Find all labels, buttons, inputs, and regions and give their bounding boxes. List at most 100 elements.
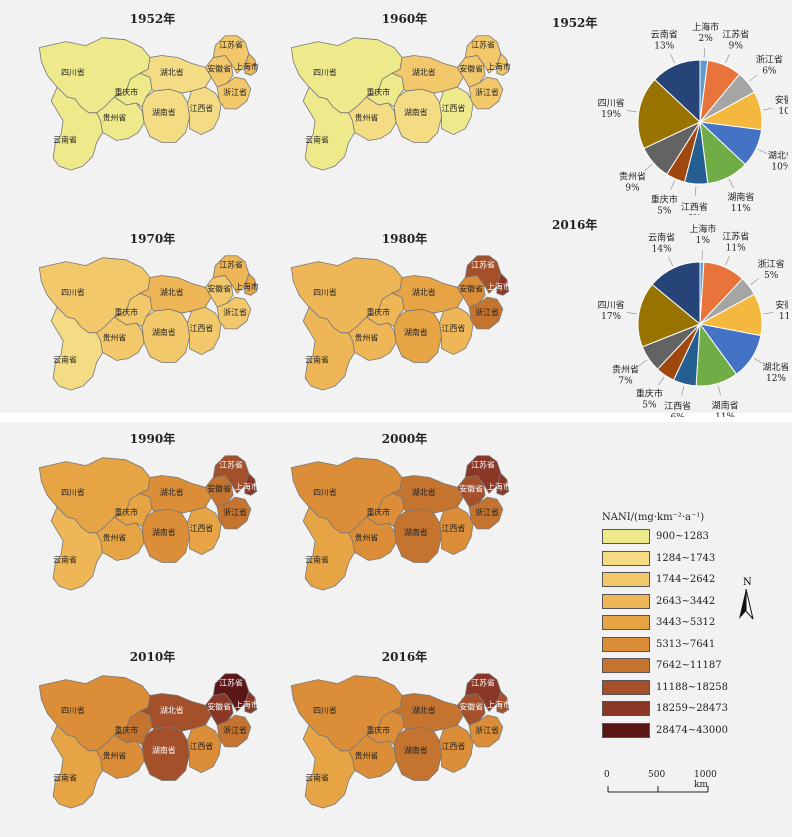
province-label-hunan: 湖南省 (404, 327, 428, 337)
pie-percent-label: 10% (771, 162, 788, 172)
pie-leader-line (749, 74, 758, 82)
legend-swatch (602, 550, 650, 566)
province-label-chongqing: 重庆市 (114, 87, 138, 97)
pie-leader-line (757, 148, 768, 154)
province-label-chongqing: 重庆市 (114, 307, 138, 317)
legend-label: 18259~28473 (656, 703, 729, 714)
pie-leader-line (763, 312, 774, 315)
legend-label: 28474~43000 (656, 724, 729, 736)
province-label-chongqing: 重庆市 (366, 307, 390, 317)
province-shanghai (244, 272, 258, 296)
province-label-sichuan: 四川省 (61, 705, 85, 715)
province-label-jiangsu: 江苏省 (219, 40, 243, 50)
pie-category-label: 江西省 (681, 201, 708, 213)
pie-category-label: 上海市 (689, 223, 716, 235)
province-jiangxi (187, 86, 222, 136)
province-label-yunnan: 云南省 (305, 134, 329, 144)
pie-leader-line (725, 255, 730, 266)
province-label-zhejiang: 浙江省 (223, 87, 247, 97)
pie-leader-line (638, 359, 648, 366)
province-label-sichuan: 四川省 (61, 487, 85, 497)
map-title: 1980年 (381, 232, 428, 246)
province-label-shanghai: 上海市 (487, 281, 511, 291)
pie-category-label: 湖南省 (712, 399, 739, 411)
province-label-anhui: 安徽省 (459, 283, 483, 293)
province-yunnan (50, 306, 104, 391)
province-label-zhejiang: 浙江省 (223, 307, 247, 317)
province-label-hunan: 湖南省 (152, 527, 176, 537)
province-label-zhejiang: 浙江省 (475, 87, 499, 97)
pie-category-label: 江西省 (664, 400, 691, 412)
map-title: 2000年 (381, 432, 428, 446)
map-title: 1960年 (381, 12, 428, 26)
legend-swatch (602, 615, 650, 630)
pie-category-label: 云南省 (651, 28, 678, 40)
pie-percent-label: 5% (642, 400, 657, 410)
pie-category-label: 浙江省 (756, 54, 783, 66)
map-panel-2010年: 2010年 四川省 云南省 贵州省 重庆市 湖南省 湖北省 江西省 安徽省 浙江省 江苏省 上海市 (30, 650, 275, 820)
legend-label: 5313~7641 (656, 638, 716, 650)
province-jiangxi (439, 86, 474, 136)
province-yunnan (50, 506, 104, 591)
province-yunnan (302, 86, 356, 171)
province-shanghai (496, 472, 510, 496)
pie-percent-label: 11% (715, 412, 735, 417)
province-label-anhui: 安徽省 (207, 483, 231, 493)
province-label-guizhou: 贵州省 (355, 113, 379, 123)
province-label-jiangsu: 江苏省 (471, 460, 495, 470)
legend-item: 5313~7641 (602, 636, 782, 652)
legend-label: 3443~5312 (656, 617, 716, 628)
legend-label: 900~1283 (656, 531, 709, 542)
legend-label: 1744~2642 (656, 574, 716, 585)
province-zhejiang (468, 296, 504, 330)
map-title: 2016年 (381, 650, 428, 664)
province-shanghai (244, 472, 258, 496)
province-yunnan (302, 506, 356, 591)
pie-leader-line (668, 256, 674, 267)
pie-percent-label: 11% (731, 204, 751, 214)
pie-leader-line (670, 53, 675, 64)
pie-leader-line (670, 180, 675, 191)
province-label-hunan: 湖南省 (404, 745, 428, 755)
legend-item: 1284~1743 (602, 550, 782, 566)
province-hubei (139, 55, 212, 94)
province-label-jiangxi: 江西省 (442, 103, 466, 113)
province-label-jiangsu: 江苏省 (471, 40, 495, 50)
province-zhejiang (216, 76, 252, 110)
map-title: 1990年 (129, 432, 176, 446)
province-label-shanghai: 上海市 (235, 281, 259, 291)
legend-label: 2643~3442 (656, 595, 716, 607)
province-label-yunnan: 云南省 (53, 354, 77, 364)
province-zhejiang (216, 714, 252, 748)
province-label-chongqing: 重庆市 (114, 725, 138, 735)
province-label-hubei: 湖北省 (160, 487, 184, 497)
pie-percent-label: 11% (726, 243, 746, 253)
province-label-hunan: 湖南省 (152, 745, 176, 755)
pie-category-label: 安徽省 (775, 94, 788, 106)
province-shanghai (244, 52, 258, 76)
pie-percent-label: 9% (625, 184, 640, 194)
map-panel-1970年: 1970年 四川省 云南省 贵州省 重庆市 湖南省 湖北省 江西省 安徽省 浙江省 江苏省 上海市 (30, 232, 275, 402)
pie-category-label: 江苏省 (722, 230, 749, 242)
province-label-sichuan: 四川省 (61, 67, 85, 77)
legend-swatch (602, 572, 650, 587)
province-label-sichuan: 四川省 (313, 67, 337, 77)
legend-swatch (602, 701, 650, 716)
map-panel-1990年: 1990年 四川省 云南省 贵州省 重庆市 湖南省 湖北省 江西省 安徽省 浙江省 江苏省 上海市 (30, 432, 275, 602)
pie-percent-label: 13% (654, 41, 674, 51)
pie-chart-2016: 2016年 上海市1%江苏省11%浙江省5%安徽省11%湖北省12%湖南省11%… (548, 212, 792, 423)
province-shanghai (496, 690, 510, 714)
province-label-zhejiang: 浙江省 (223, 725, 247, 735)
province-label-yunnan: 云南省 (305, 354, 329, 364)
province-label-yunnan: 云南省 (53, 134, 77, 144)
pie-category-label: 云南省 (648, 232, 675, 244)
pie-category-label: 贵州省 (619, 171, 646, 183)
map-title: 1952年 (129, 12, 176, 26)
province-label-zhejiang: 浙江省 (223, 507, 247, 517)
pie-percent-label: 17% (601, 312, 621, 322)
pie-percent-label: 5% (657, 207, 672, 215)
province-label-chongqing: 重庆市 (366, 87, 390, 97)
pie-percent-label: 7% (618, 377, 633, 387)
legend: NANI/(mg·km⁻²·a⁻¹) 900~1283 1284~1743 1744… (602, 512, 782, 744)
